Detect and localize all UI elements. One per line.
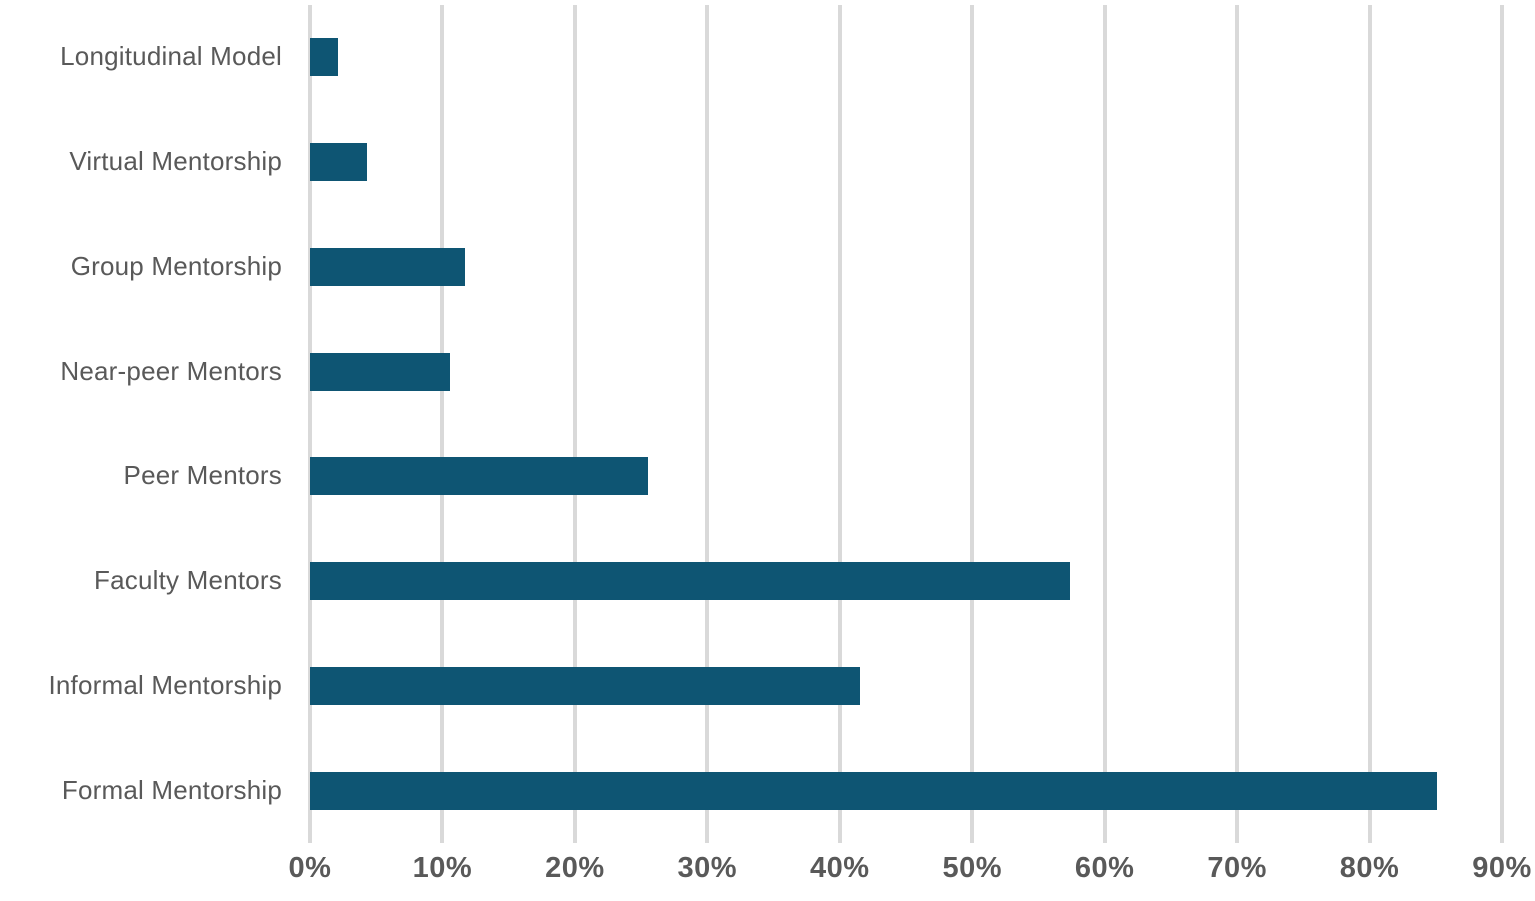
bar-track xyxy=(310,215,1502,320)
chart-row: Informal Mentorship xyxy=(0,634,1535,739)
category-label: Virtual Mentorship xyxy=(69,146,282,177)
x-tick-label: 50% xyxy=(942,852,1002,884)
x-tick-label: 90% xyxy=(1472,852,1532,884)
plot-area: Longitudinal Model Virtual Mentorship Grou… xyxy=(0,5,1535,843)
chart-row: Near-peer Mentors xyxy=(0,319,1535,424)
category-label: Peer Mentors xyxy=(123,460,282,491)
gridline xyxy=(1500,5,1504,843)
gridline xyxy=(705,5,710,843)
bar-track xyxy=(310,424,1502,529)
bar-track xyxy=(310,634,1502,739)
x-tick-label: 70% xyxy=(1207,852,1267,884)
category-label: Longitudinal Model xyxy=(60,41,282,72)
chart-row: Longitudinal Model xyxy=(0,5,1535,110)
gridline xyxy=(1235,5,1240,843)
gridlines xyxy=(308,5,1504,843)
bar-track xyxy=(310,319,1502,424)
chart-row: Group Mentorship xyxy=(0,215,1535,320)
x-tick-label: 0% xyxy=(288,852,332,884)
category-label: Formal Mentorship xyxy=(61,774,282,805)
gridline xyxy=(837,5,842,843)
gridline xyxy=(1367,5,1372,843)
bar xyxy=(310,457,648,496)
x-axis-labels: 0% 10% 20% 30% 40% 50% 60% 70% 80% 90% xyxy=(289,852,1532,894)
bar xyxy=(310,143,367,182)
bar-track xyxy=(310,738,1502,843)
chart-row: Faculty Mentors xyxy=(0,529,1535,634)
bar xyxy=(310,666,860,705)
x-tick-label: 10% xyxy=(412,852,473,884)
bar-track xyxy=(310,529,1502,634)
x-tick-label: 40% xyxy=(809,852,870,884)
category-label: Faculty Mentors xyxy=(94,565,282,596)
chart-row: Peer Mentors xyxy=(0,424,1535,529)
gridline xyxy=(308,5,312,843)
bar xyxy=(310,38,338,77)
gridline xyxy=(440,5,445,843)
bar-track xyxy=(310,5,1502,110)
bar xyxy=(310,562,1071,601)
x-tick-label: 80% xyxy=(1339,852,1400,884)
bar xyxy=(310,771,1438,810)
gridline xyxy=(572,5,577,843)
x-tick-label: 30% xyxy=(677,852,738,884)
category-label: Informal Mentorship xyxy=(48,669,282,700)
category-label: Near-peer Mentors xyxy=(60,355,282,386)
gridline xyxy=(970,5,975,843)
x-tick-label: 20% xyxy=(545,852,605,884)
bar xyxy=(310,247,465,286)
x-tick-label: 60% xyxy=(1074,852,1135,884)
bar xyxy=(310,352,451,391)
category-label: Group Mentorship xyxy=(70,250,282,281)
chart-row: Virtual Mentorship xyxy=(0,110,1535,215)
bar-track xyxy=(310,110,1502,215)
gridline xyxy=(1102,5,1107,843)
chart-row: Formal Mentorship xyxy=(0,738,1535,843)
